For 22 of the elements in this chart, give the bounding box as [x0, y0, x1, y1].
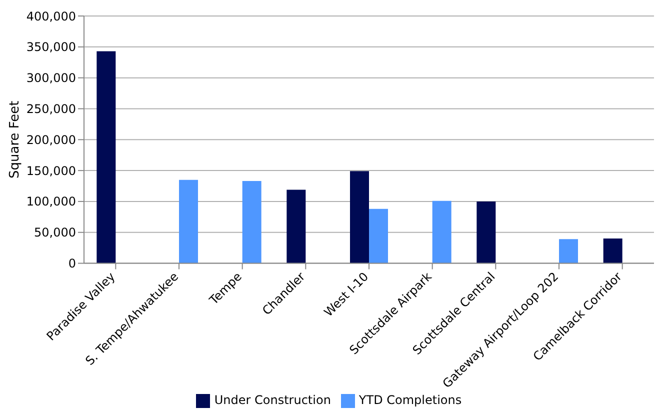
y-tick-label: 200,000	[26, 132, 76, 147]
y-tick-label: 0	[68, 256, 76, 271]
y-tick-label: 100,000	[26, 194, 76, 209]
bar	[369, 208, 388, 264]
bar	[476, 201, 496, 264]
legend-label: YTD Completions	[358, 393, 462, 408]
bar	[286, 190, 306, 264]
bar	[432, 200, 452, 264]
y-tick-label: 150,000	[26, 164, 76, 178]
bar	[96, 51, 116, 264]
bar	[179, 180, 198, 264]
y-axis-title: Square Feet	[8, 100, 23, 179]
y-tick-label: 250,000	[26, 102, 76, 116]
y-tick-label: 350,000	[26, 40, 76, 54]
y-tick-label: 300,000	[26, 71, 76, 86]
y-tick-label: 50,000	[34, 226, 76, 240]
bar	[603, 238, 622, 264]
bar	[350, 171, 369, 264]
legend-label: Under Construction	[214, 393, 331, 408]
bar	[559, 239, 578, 264]
y-tick-label: 400,000	[26, 9, 76, 24]
bar	[242, 181, 262, 264]
